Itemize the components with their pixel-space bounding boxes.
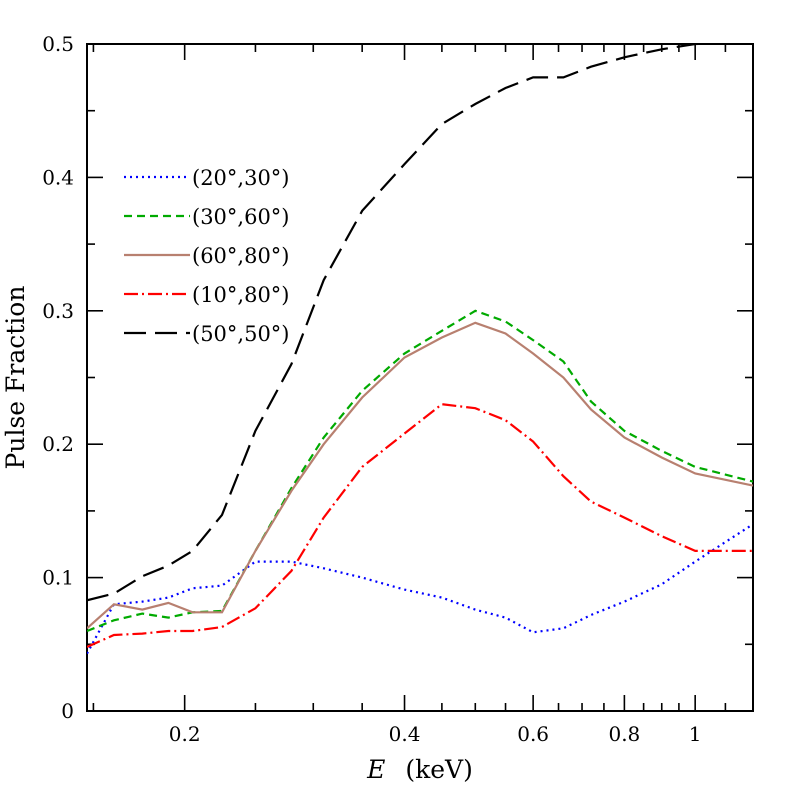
plot-area: (20°,30°) (30°,60°) (60°,80°) (10°,80°) (50°… <box>86 43 754 712</box>
legend: (20°,30°) (30°,60°) (60°,80°) (10°,80°) (50°… <box>124 166 290 346</box>
y-tick-label: 0.4 <box>42 165 74 189</box>
series-lines <box>87 44 753 655</box>
series-line-1 <box>87 523 753 655</box>
series-line-5 <box>87 44 719 602</box>
y-tick-label: 0.3 <box>42 299 74 323</box>
x-axis-label: E (keV) <box>366 755 473 784</box>
axis-ticks <box>87 43 753 712</box>
legend-label: (10°,80°) <box>192 283 290 307</box>
x-tick-label: 0.6 <box>517 722 549 746</box>
x-axis-variable: E <box>366 755 385 784</box>
legend-label: (30°,60°) <box>192 205 290 229</box>
x-axis-unit: (keV) <box>405 755 473 784</box>
y-tick-label: 0.1 <box>42 566 74 590</box>
y-axis-label: Pulse Fraction <box>1 286 30 470</box>
x-tick-label: 1 <box>689 722 702 746</box>
y-tick-label: 0.2 <box>42 432 74 456</box>
x-tick-label: 0.8 <box>608 722 640 746</box>
legend-label: (60°,80°) <box>192 244 290 268</box>
series-line-3 <box>87 321 753 630</box>
tick-labels: 0 0.1 0.2 0.3 0.4 0.5 0.2 0.4 0.6 0.8 1 <box>42 32 701 746</box>
x-tick-label: 0.4 <box>389 722 421 746</box>
x-tick-label: 0.2 <box>169 722 201 746</box>
legend-label: (20°,30°) <box>192 166 290 190</box>
series-line-4 <box>87 403 753 649</box>
legend-label: (50°,50°) <box>192 322 290 346</box>
y-tick-label: 0.5 <box>42 32 74 56</box>
series-line-2 <box>87 309 753 633</box>
y-tick-label: 0 <box>61 699 74 723</box>
